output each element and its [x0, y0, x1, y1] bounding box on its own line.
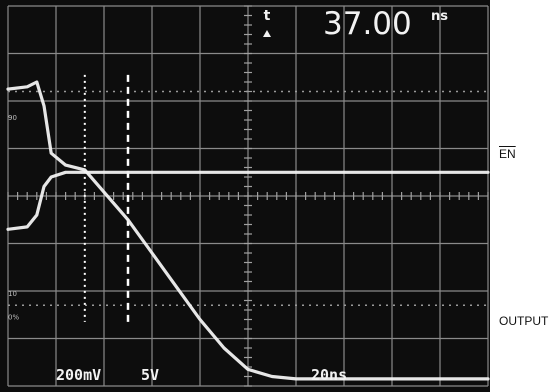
output-label-text: OUTPUT: [499, 314, 549, 328]
graticule-mark-label: 0%: [8, 314, 19, 322]
time-scale: 20ns: [311, 366, 347, 384]
graticule-mark-label: 10: [8, 290, 17, 298]
ch1-scale: 200mV: [56, 366, 101, 384]
ch2-scale: 5V: [141, 366, 159, 384]
oscilloscope-screen: 90 10 0% t 37.00 ns 200mV 5V 20ns: [0, 0, 490, 392]
time-readout: t 37.00 ns: [263, 6, 448, 42]
trace-label-output: OUTPUT: [499, 314, 548, 328]
graticule-mark-label: 90: [8, 114, 17, 122]
readout-value: 37.00: [323, 6, 412, 42]
trace-en: [6, 170, 490, 231]
cursor-lines: [83, 74, 130, 322]
readout-symbol: t: [264, 8, 271, 24]
delta-triangle-icon: [263, 30, 271, 37]
traces: [6, 80, 490, 381]
readout-unit: ns: [431, 9, 448, 24]
trace-label-en: EN: [499, 147, 516, 161]
trace-output: [6, 80, 490, 381]
graticule: [7, 5, 489, 387]
graticule-marks: 90 10 0%: [8, 114, 19, 322]
scale-readouts: 200mV 5V 20ns: [56, 366, 347, 384]
en-label-text: EN: [499, 147, 516, 161]
